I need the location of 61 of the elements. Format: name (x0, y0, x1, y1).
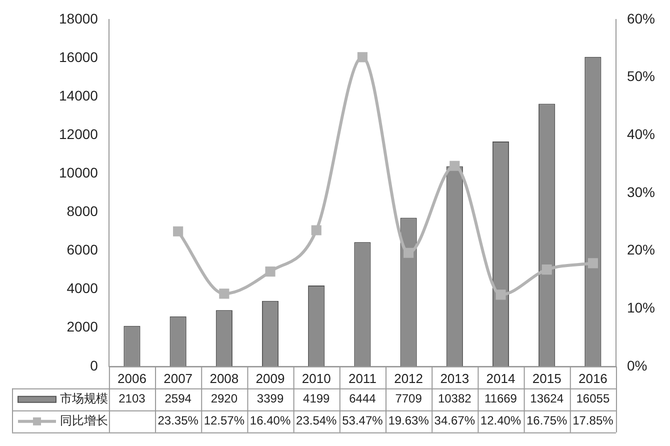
x-tick-label: 2016 (578, 370, 608, 386)
data-label: 2594 (164, 392, 192, 406)
data-label: 23.54% (296, 414, 338, 428)
y2-tick-label: 60% (626, 10, 656, 26)
data-label: 4199 (303, 392, 330, 406)
y-tick-label: 18000 (58, 10, 98, 26)
data-label: 12.40% (480, 414, 522, 428)
data-label: 2103 (118, 392, 146, 406)
point (265, 266, 276, 277)
data-label: 7709 (395, 392, 422, 406)
x-tick-label: 2011 (348, 370, 376, 386)
legend-label: 同比增长 (60, 414, 108, 428)
x-tick-label: 2006 (118, 370, 146, 386)
point (496, 290, 506, 300)
point (542, 264, 552, 275)
x-tick-label: 2007 (164, 370, 193, 386)
y2-tick-label: 0% (626, 357, 648, 374)
data-label: 34.67% (434, 414, 476, 428)
y-tick-label: 4000 (66, 280, 98, 296)
y2-tick-label: 30% (626, 184, 656, 200)
data-label: 16.75% (526, 414, 568, 428)
point (173, 226, 184, 236)
y2-tick-label: 40% (626, 126, 656, 142)
data-label: 6444 (349, 392, 376, 406)
y-tick-label: 2000 (66, 318, 98, 335)
x-tick-label: 2010 (302, 370, 331, 386)
y-tick-label: 16000 (58, 48, 98, 65)
data-label: 19.63% (388, 414, 430, 428)
y-tick-label: 12000 (58, 126, 98, 142)
data-label: 23.35% (158, 414, 199, 428)
x-tick-label: 2015 (532, 370, 562, 386)
point (450, 160, 460, 171)
y-tick-label: 6000 (66, 242, 98, 258)
x-tick-label: 2013 (440, 370, 470, 386)
data-label: 3399 (256, 392, 284, 406)
point (404, 248, 414, 258)
x-tick-label: 2009 (256, 370, 285, 386)
data-label: 2920 (210, 392, 238, 406)
point (588, 258, 598, 268)
data-label: 17.85% (572, 414, 614, 428)
data-label: 16055 (576, 392, 610, 406)
data-label: 16.40% (250, 414, 291, 428)
y-tick-label: 10000 (58, 164, 98, 180)
x-tick-label: 2012 (394, 370, 424, 386)
data-label: 11669 (484, 392, 518, 406)
y2-tick-label: 10% (626, 299, 656, 316)
y2-tick-label: 20% (626, 242, 656, 258)
x-tick-label: 2014 (486, 370, 516, 386)
data-label: 10382 (438, 392, 472, 406)
y-tick-label: 8000 (66, 203, 98, 220)
point (357, 52, 368, 62)
point (219, 288, 230, 299)
y2-tick-label: 50% (626, 68, 656, 84)
data-label: 13624 (530, 392, 564, 406)
data-label: 53.47% (342, 414, 384, 428)
point (311, 225, 322, 236)
x-tick-label: 2008 (210, 370, 239, 386)
legend-label: 市场规模 (60, 392, 108, 406)
data-label: 12.57% (204, 414, 245, 428)
y-tick-label: 14000 (58, 87, 98, 104)
y-tick-label: 0 (90, 357, 98, 374)
